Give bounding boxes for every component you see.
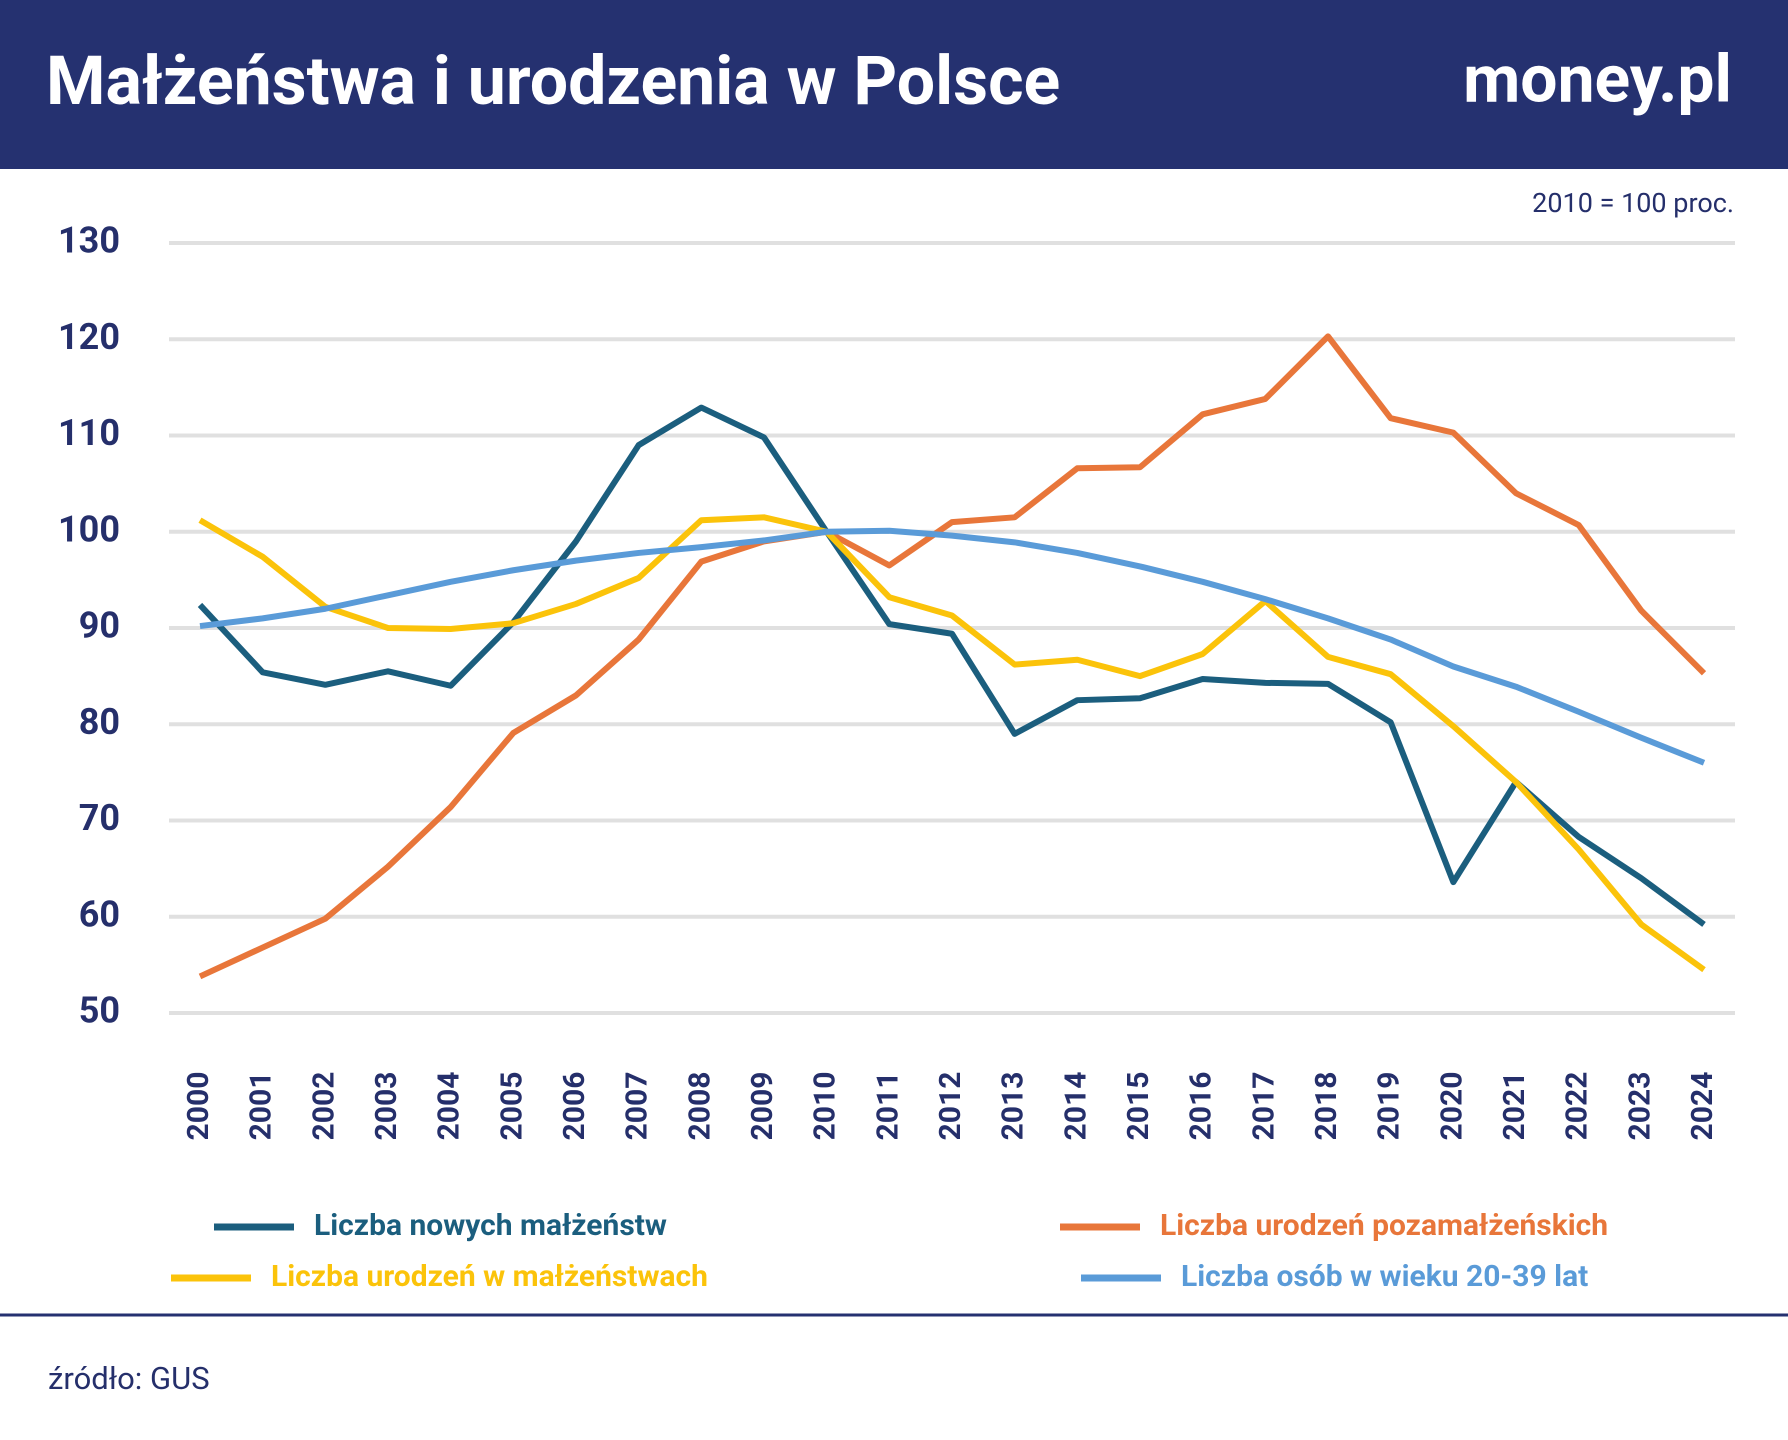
x-tick-label: 2002 bbox=[306, 1072, 341, 1141]
y-tick-label: 110 bbox=[58, 412, 120, 454]
y-tick-label: 60 bbox=[79, 893, 120, 935]
x-tick-label: 2008 bbox=[682, 1072, 717, 1141]
x-tick-label: 2000 bbox=[181, 1072, 216, 1141]
brand-logo: money.pl bbox=[1463, 41, 1732, 118]
x-tick-label: 2010 bbox=[808, 1072, 843, 1141]
y-tick-label: 50 bbox=[79, 990, 120, 1032]
chart-subtitle: 2010 = 100 proc. bbox=[1532, 187, 1734, 219]
legend-label: Liczba urodzeń w małżeństwach bbox=[271, 1259, 708, 1294]
x-tick-label: 2003 bbox=[369, 1072, 404, 1141]
series-line bbox=[198, 333, 1707, 980]
series-line bbox=[197, 404, 1706, 927]
legend-label: Liczba osób w wieku 20-39 lat bbox=[1181, 1259, 1588, 1294]
x-tick-label: 2017 bbox=[1246, 1072, 1281, 1141]
legend-label: Liczba nowych małżeństw bbox=[314, 1208, 667, 1243]
x-tick-label: 2001 bbox=[244, 1072, 279, 1141]
x-tick-label: 2009 bbox=[745, 1072, 780, 1141]
x-tick-label: 2014 bbox=[1058, 1072, 1093, 1141]
x-tick-label: 2004 bbox=[432, 1072, 467, 1141]
x-tick-label: 2007 bbox=[620, 1072, 655, 1141]
x-tick-label: 2012 bbox=[933, 1072, 968, 1141]
x-tick-label: 2020 bbox=[1434, 1072, 1469, 1141]
source-note: źródło: GUS bbox=[48, 1360, 210, 1397]
y-tick-label: 80 bbox=[79, 701, 120, 743]
x-tick-label: 2024 bbox=[1685, 1072, 1720, 1141]
x-tick-label: 2016 bbox=[1184, 1072, 1219, 1141]
y-tick-label: 70 bbox=[79, 797, 120, 839]
legend-label: Liczba urodzeń pozamałżeńskich bbox=[1160, 1208, 1608, 1243]
x-tick-label: 2006 bbox=[557, 1072, 592, 1141]
x-tick-label: 2013 bbox=[996, 1072, 1031, 1141]
x-tick-label: 2018 bbox=[1309, 1072, 1344, 1141]
x-tick-label: 2015 bbox=[1121, 1072, 1156, 1141]
y-tick-label: 90 bbox=[79, 605, 120, 647]
series-line bbox=[198, 514, 1706, 973]
x-tick-label: 2005 bbox=[494, 1072, 529, 1141]
x-tick-label: 2019 bbox=[1372, 1072, 1407, 1141]
x-tick-label: 2022 bbox=[1560, 1072, 1595, 1141]
series-line bbox=[199, 527, 1706, 766]
x-tick-label: 2023 bbox=[1622, 1072, 1657, 1141]
y-tick-label: 100 bbox=[58, 508, 120, 550]
header-bar bbox=[0, 0, 1788, 169]
y-tick-label: 130 bbox=[58, 220, 120, 262]
chart-title: Małżeństwa i urodzenia w Polsce bbox=[46, 41, 1060, 121]
y-tick-label: 120 bbox=[58, 316, 120, 358]
x-tick-label: 2021 bbox=[1497, 1072, 1532, 1141]
x-tick-label: 2011 bbox=[870, 1072, 905, 1141]
